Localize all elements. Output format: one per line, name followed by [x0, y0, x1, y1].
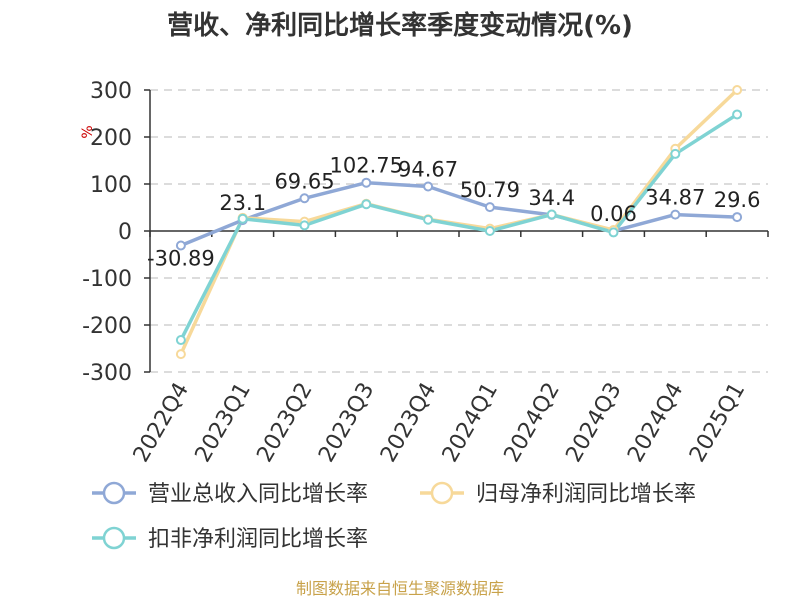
data-point[interactable] [484, 226, 495, 236]
x-tick-label: 2024Q1 [438, 379, 503, 467]
data-label: 34.4 [528, 186, 575, 210]
y-axis-unit: % [80, 125, 96, 138]
x-tick-label: 2022Q4 [129, 379, 194, 467]
data-point[interactable] [175, 349, 186, 360]
legend-label: 营业总收入同比增长率 [148, 482, 368, 507]
legend-item[interactable]: 扣非净利润同比增长率 [92, 526, 368, 552]
y-tick-label: -100 [82, 267, 132, 292]
legend-item[interactable]: 归母净利润同比增长率 [420, 481, 696, 507]
legend-item[interactable]: 营业总收入同比增长率 [92, 481, 368, 507]
data-point[interactable] [732, 109, 743, 120]
data-point[interactable] [361, 177, 372, 188]
data-label: 29.6 [714, 188, 761, 212]
legend-marker-icon [430, 481, 454, 505]
legend-marker-icon [102, 526, 126, 550]
x-tick-label: 2023Q1 [191, 379, 256, 467]
data-point[interactable] [732, 212, 743, 223]
data-label: 34.87 [645, 186, 705, 210]
data-point[interactable] [423, 181, 434, 192]
legend-label: 归母净利润同比增长率 [476, 482, 696, 507]
series-line [180, 180, 738, 248]
chart-title: 营收、净利同比增长率季度变动情况(%) [167, 10, 633, 41]
data-point[interactable] [299, 220, 310, 231]
y-tick-label: -200 [82, 314, 132, 339]
y-tick-label: 200 [90, 126, 132, 151]
data-point[interactable] [175, 240, 186, 251]
series-layer [175, 85, 743, 360]
data-point[interactable] [299, 193, 310, 204]
grid-layer [150, 89, 768, 373]
legend-label: 扣非净利润同比增长率 [148, 527, 368, 552]
y-tick-label: 100 [90, 173, 132, 198]
data-label: 94.67 [398, 158, 458, 182]
x-tick-label: 2023Q2 [252, 379, 317, 467]
y-tick-label: 300 [90, 79, 132, 104]
x-tick-label: 2023Q4 [376, 378, 441, 466]
data-label: 69.65 [274, 169, 334, 193]
x-tick-label: 2024Q4 [623, 379, 688, 467]
x-tick-label: 2024Q3 [561, 379, 626, 467]
data-point[interactable] [237, 213, 248, 224]
x-tick-label: 2023Q3 [314, 379, 379, 467]
data-point[interactable] [546, 209, 557, 220]
x-tick-label: 2025Q1 [685, 379, 750, 467]
source-note: 制图数据来自恒生聚源数据库 [296, 579, 504, 598]
data-label: -30.89 [147, 247, 215, 271]
data-label: 23.1 [219, 191, 266, 215]
series-line [179, 112, 739, 341]
x-tick-label: 2024Q2 [500, 379, 565, 467]
y-tick-label: 0 [118, 220, 132, 245]
data-label: 102.75 [330, 154, 403, 178]
data-point[interactable] [484, 202, 495, 213]
data-label: 0.06 [590, 202, 637, 226]
data-point[interactable] [670, 209, 681, 220]
y-tick-label: -300 [82, 361, 132, 386]
data-point[interactable] [361, 199, 372, 210]
data-point[interactable] [732, 85, 743, 95]
data-point[interactable] [608, 227, 619, 238]
data-point[interactable] [423, 214, 434, 225]
data-label: 50.79 [460, 178, 520, 202]
data-point[interactable] [670, 148, 681, 159]
legend-marker-icon [102, 481, 126, 505]
data-point[interactable] [175, 335, 186, 346]
